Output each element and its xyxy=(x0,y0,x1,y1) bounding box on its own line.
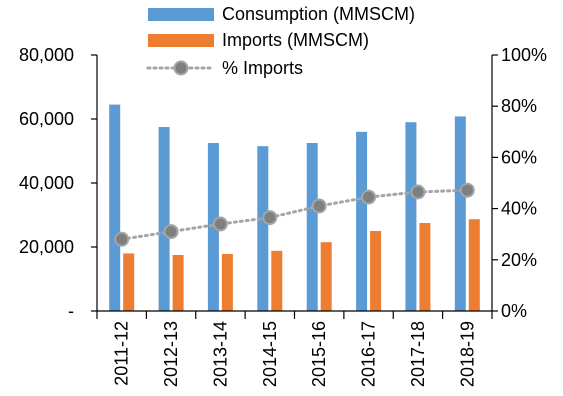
x-axis-category-label: 2013-14 xyxy=(210,321,230,387)
x-axis-category-label: 2017-18 xyxy=(408,321,428,387)
imports-mmscm-bar-2015-16 xyxy=(320,242,332,311)
x-axis-category-label: 2011-12 xyxy=(112,321,132,386)
right-axis-tick-label: 80% xyxy=(501,96,537,116)
consumption-mmscm-bar-2013-14 xyxy=(207,143,219,311)
imports-mmscm-bar-2013-14 xyxy=(221,254,233,311)
left-axis-tick-label: - xyxy=(68,301,74,321)
axes-group: - 20,000 40,000 60,000 80,000 0% 20% 40% 60% 80% 1… xyxy=(19,45,547,387)
x-axis-category-label: 2014-15 xyxy=(260,321,280,387)
left-axis-tick-label: 60,000 xyxy=(19,109,74,129)
right-axis-tick-label: 20% xyxy=(501,250,537,270)
x-axis-category-label: 2018-19 xyxy=(457,321,477,387)
left-axis-tick-label: 40,000 xyxy=(19,173,74,193)
imports-mmscm-bar-2017-18 xyxy=(419,223,431,311)
line-series-group xyxy=(114,182,475,247)
imports-point-2014-15 xyxy=(262,210,278,226)
imports-point-2017-18 xyxy=(410,184,426,200)
imports-point-2018-19 xyxy=(459,182,475,198)
imports-line xyxy=(120,188,469,241)
imports-point-2012-13 xyxy=(163,224,179,240)
left-axis-tick-label: 20,000 xyxy=(19,237,74,257)
x-axis-category-label: 2012-13 xyxy=(161,321,181,387)
right-axis-tick-label: 0% xyxy=(501,301,527,321)
x-axis-category-label: 2016-17 xyxy=(359,321,379,387)
left-axis-tick-label: 80,000 xyxy=(19,45,74,65)
consumption-mmscm-bar-2017-18 xyxy=(405,122,417,311)
consumption-mmscm-bar-2018-19 xyxy=(454,116,466,312)
right-axis-tick-label: 40% xyxy=(501,199,537,219)
consumption-mmscm-bar-2016-17 xyxy=(356,131,368,311)
imports-point-2016-17 xyxy=(361,189,377,205)
legend-marker-imports xyxy=(173,60,189,76)
legend-label-imports-mmscm: Imports (MMSCM) xyxy=(222,30,369,50)
imports-point-2011-12 xyxy=(114,231,130,247)
imports-mmscm-bar-2016-17 xyxy=(370,231,382,311)
right-axis-tick-label: 60% xyxy=(501,147,537,167)
x-axis-category-label: 2015-16 xyxy=(309,321,329,387)
consumption-mmscm-bar-2011-12 xyxy=(109,104,121,311)
bar-series-group xyxy=(109,104,480,312)
imports-point-2013-14 xyxy=(212,216,228,232)
imports-mmscm-bar-2018-19 xyxy=(468,219,480,311)
consumption-mmscm-bar-2012-13 xyxy=(158,127,170,311)
imports-mmscm-bar-2014-15 xyxy=(271,250,283,311)
chart-legend: Consumption (MMSCM) Imports (MMSCM) % Impo… xyxy=(146,4,415,78)
consumption-mmscm-bar-2014-15 xyxy=(257,146,269,311)
imports-mmscm-bar-2011-12 xyxy=(123,253,135,311)
legend-swatch-consumption-mmscm xyxy=(148,8,214,21)
legend-label-imports: % Imports xyxy=(222,58,303,78)
consumption-mmscm-bar-2015-16 xyxy=(306,143,318,311)
imports-point-2015-16 xyxy=(311,198,327,214)
legend-label-consumption-mmscm: Consumption (MMSCM) xyxy=(222,4,415,24)
legend-swatch-imports-mmscm xyxy=(148,34,214,47)
imports-mmscm-bar-2012-13 xyxy=(172,255,184,311)
right-axis-tick-label: 100% xyxy=(501,45,547,65)
